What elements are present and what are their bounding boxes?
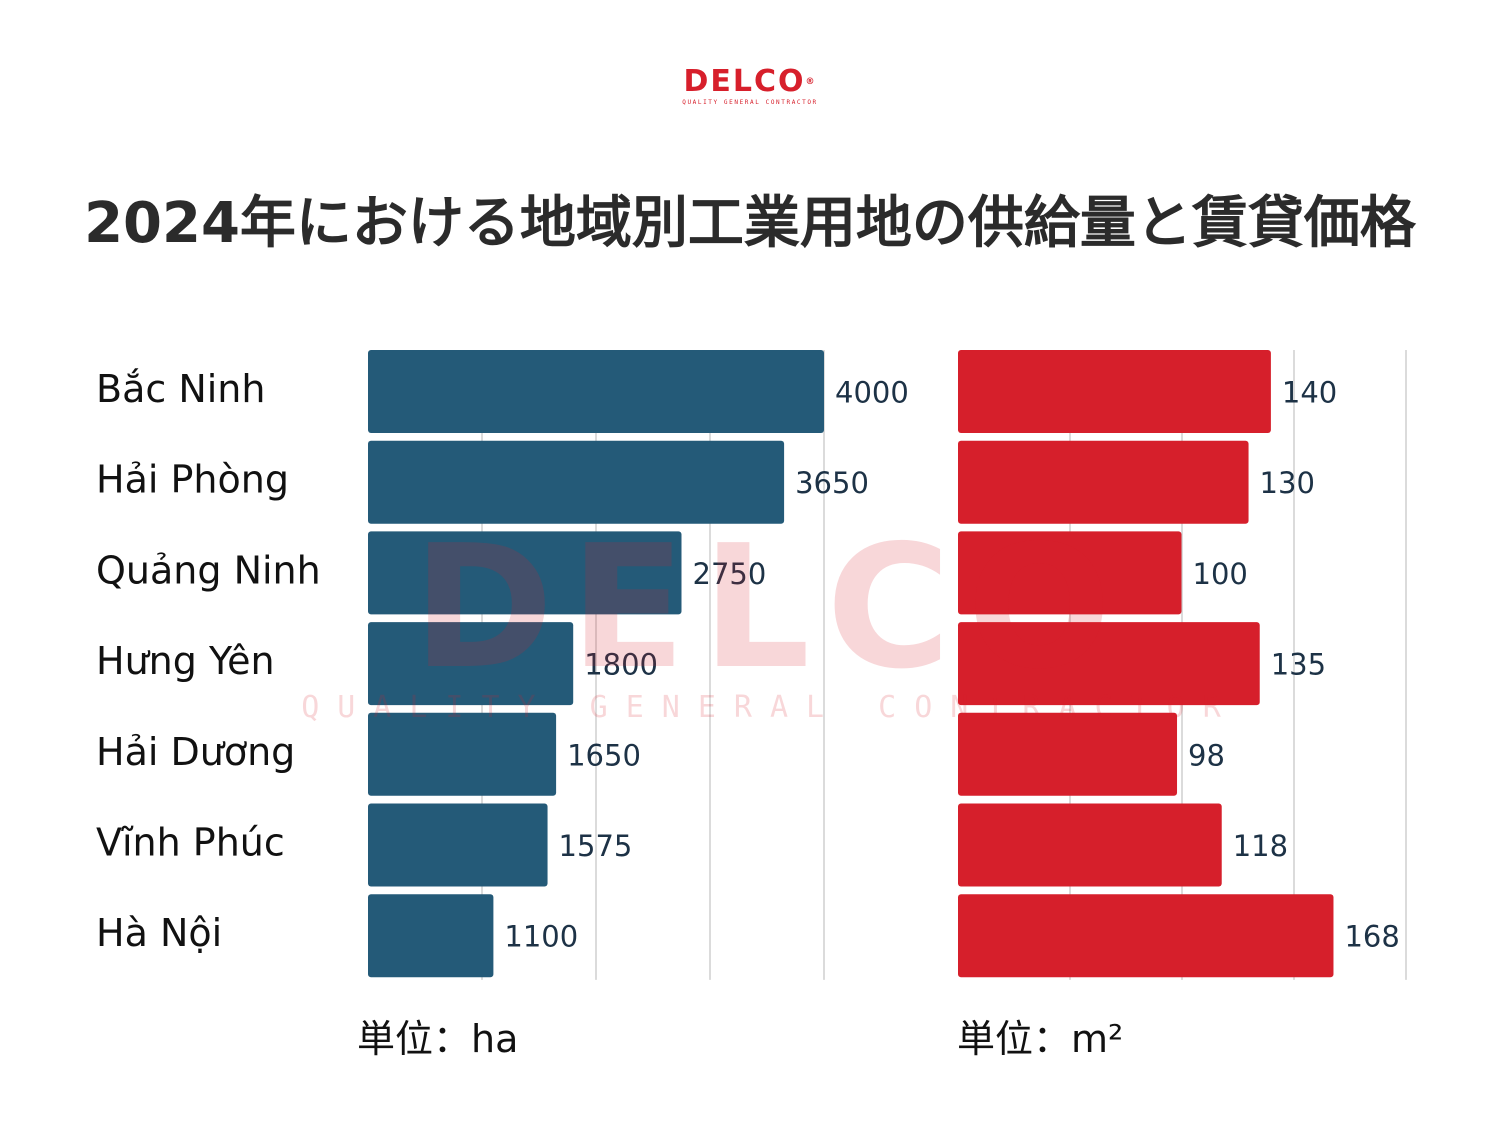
price-value-label: 140 <box>1282 376 1337 410</box>
supply-bar <box>368 350 824 433</box>
price-bar <box>958 622 1260 706</box>
supply-bar <box>368 712 557 796</box>
logo-wordmark: DELCO® <box>683 64 817 99</box>
supply-value-label: 4000 <box>835 376 909 410</box>
category-label: Vĩnh Phúc <box>96 821 285 865</box>
supply-bar <box>368 440 785 524</box>
supply-value-label: 1100 <box>504 920 578 954</box>
supply-value-label: 1575 <box>559 829 633 863</box>
supply-value-label: 1800 <box>584 648 658 682</box>
chart-title: 2024年における地域別工業用地の供給量と賃貸価格 <box>84 191 1416 256</box>
supply-value-label: 3650 <box>795 466 869 500</box>
category-label: Hà Nội <box>96 911 222 955</box>
logo-tagline: QUALITY GENERAL CONTRACTOR <box>682 99 818 106</box>
supply-unit-label: 単位：ha <box>357 1017 519 1061</box>
price-value-label: 168 <box>1344 920 1399 954</box>
price-value-label: 135 <box>1271 648 1326 682</box>
price-bar <box>958 531 1182 615</box>
brand-logo: DELCO® QUALITY GENERAL CONTRACTOR <box>660 66 840 110</box>
category-label: Hải Phòng <box>96 458 289 502</box>
price-value-label: 130 <box>1260 466 1315 500</box>
supply-bar <box>368 531 682 615</box>
category-label: Quảng Ninh <box>96 548 321 592</box>
price-bar <box>958 894 1334 978</box>
category-label: Hải Dương <box>96 730 295 774</box>
price-bar <box>958 440 1249 524</box>
supply-bar <box>368 803 548 887</box>
supply-bar <box>368 622 574 706</box>
price-unit-label: 単位：m² <box>957 1017 1124 1061</box>
category-label: Hưng Yên <box>96 639 275 683</box>
supply-value-label: 2750 <box>693 557 767 591</box>
price-value-label: 100 <box>1193 557 1248 591</box>
category-label: Bắc Ninh <box>96 367 265 411</box>
price-value-label: 118 <box>1233 829 1288 863</box>
price-bar <box>958 350 1271 433</box>
price-bar <box>958 803 1222 887</box>
supply-bar <box>368 894 494 978</box>
price-value-label: 98 <box>1188 738 1225 772</box>
price-bar <box>958 712 1178 796</box>
supply-value-label: 1650 <box>567 738 641 772</box>
